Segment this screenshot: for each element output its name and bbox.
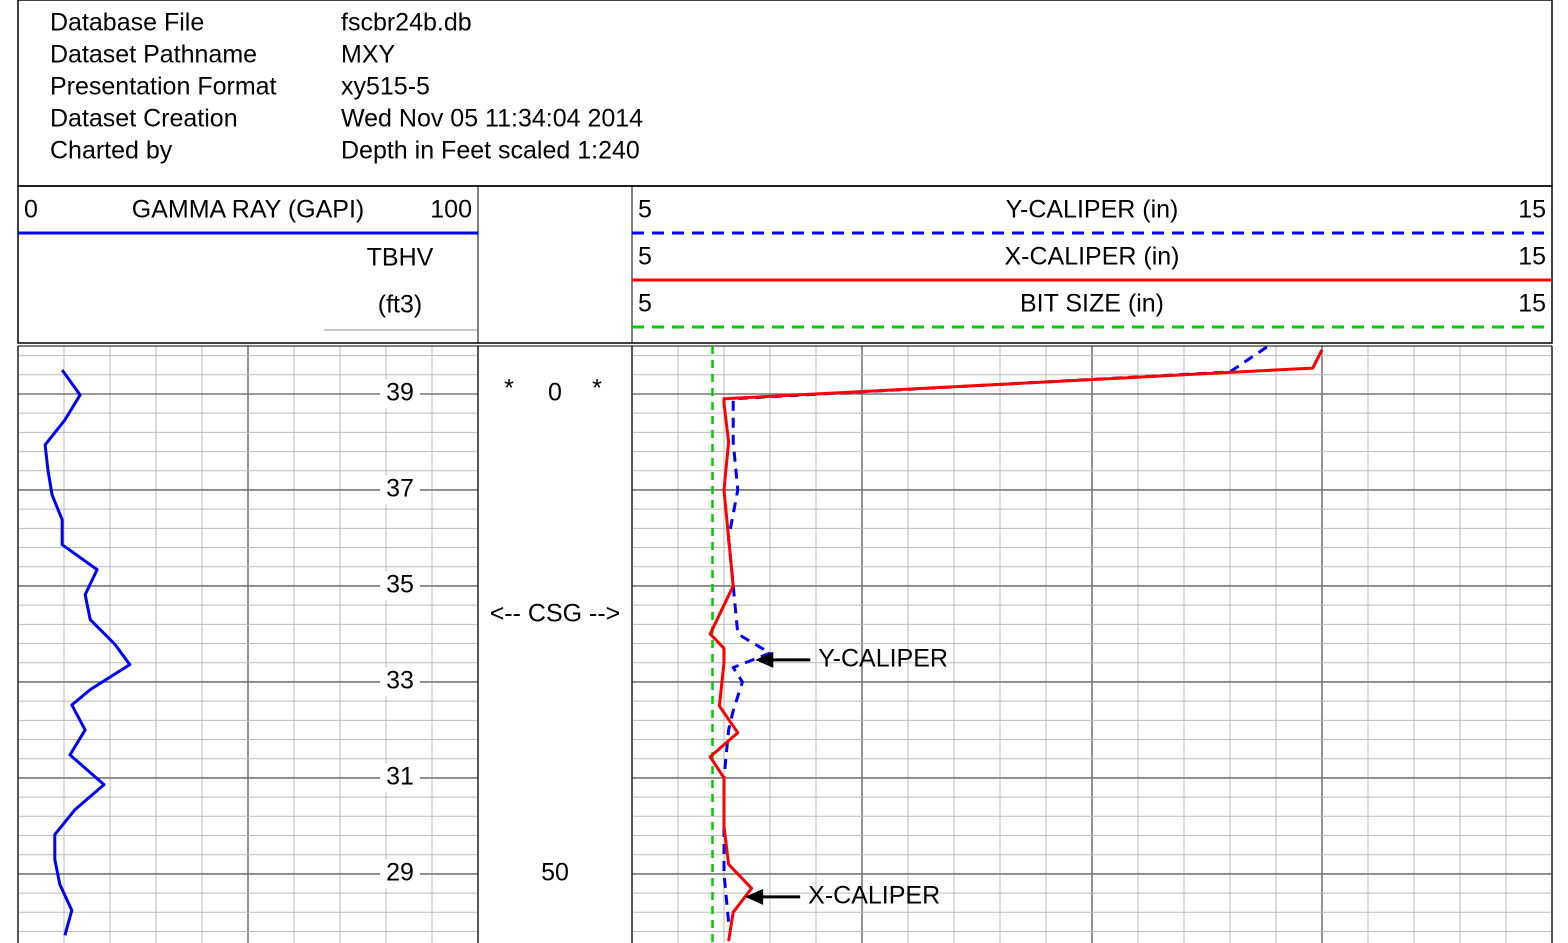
- xcal-curve: [708, 349, 1324, 942]
- field-label: Charted by: [50, 137, 173, 165]
- depth-marker: *: [504, 375, 514, 403]
- scale-min: 5: [638, 196, 652, 224]
- depth-label: 0: [548, 379, 562, 407]
- scale-max: 15: [1518, 290, 1546, 318]
- tbhv-label: 35: [386, 571, 414, 599]
- track-name: TBHV: [367, 244, 434, 272]
- gamma-curve: [43, 369, 132, 936]
- casing-annotation: <-- CSG -->: [490, 599, 621, 627]
- arrow-head: [755, 651, 774, 668]
- scale-min: 5: [638, 290, 652, 318]
- tbhv-label: 29: [386, 859, 414, 887]
- field-value: xy515-5: [341, 73, 430, 101]
- scale-max: 100: [430, 196, 472, 224]
- tbhv-label: 37: [386, 475, 414, 503]
- track-name: Y-CALIPER (in): [1006, 196, 1179, 224]
- label-bg: [380, 379, 420, 408]
- track-unit: (ft3): [378, 291, 422, 319]
- label-bg: [380, 667, 420, 696]
- label-bg: [380, 859, 420, 888]
- field-value: Wed Nov 05 11:34:04 2014: [341, 105, 643, 133]
- field-label: Dataset Pathname: [50, 41, 257, 69]
- arrow-head: [745, 888, 764, 905]
- tbhv-label: 31: [386, 763, 414, 791]
- depth-label: 50: [541, 859, 569, 887]
- depth-marker: *: [592, 375, 602, 403]
- track-name: GAMMA RAY (GAPI): [132, 196, 364, 224]
- field-label: Database File: [50, 9, 204, 37]
- tbhv-label: 39: [386, 379, 414, 407]
- track-header-box: [17, 185, 1553, 344]
- label-bg: [380, 571, 420, 600]
- field-value: fscbr24b.db: [341, 9, 472, 37]
- track-name: BIT SIZE (in): [1020, 290, 1164, 318]
- scale-max: 15: [1518, 196, 1546, 224]
- track-name: X-CALIPER (in): [1004, 243, 1179, 271]
- marks: Y-CALIPER X-CALIPER: [43, 345, 1324, 943]
- field-value: Depth in Feet scaled 1:240: [341, 137, 640, 165]
- label-bg: [380, 475, 420, 504]
- field-label: Dataset Creation: [50, 105, 238, 133]
- annotation: X-CALIPER: [808, 882, 940, 910]
- tbhv-label: 33: [386, 667, 414, 695]
- field-label: Presentation Format: [50, 73, 277, 101]
- grid: [17, 345, 1553, 943]
- scale-min: 5: [638, 243, 652, 271]
- annotation: Y-CALIPER: [818, 644, 948, 672]
- scale-max: 15: [1518, 243, 1546, 271]
- label-bg: [380, 763, 420, 792]
- scale-min: 0: [24, 196, 38, 224]
- field-value: MXY: [341, 41, 396, 69]
